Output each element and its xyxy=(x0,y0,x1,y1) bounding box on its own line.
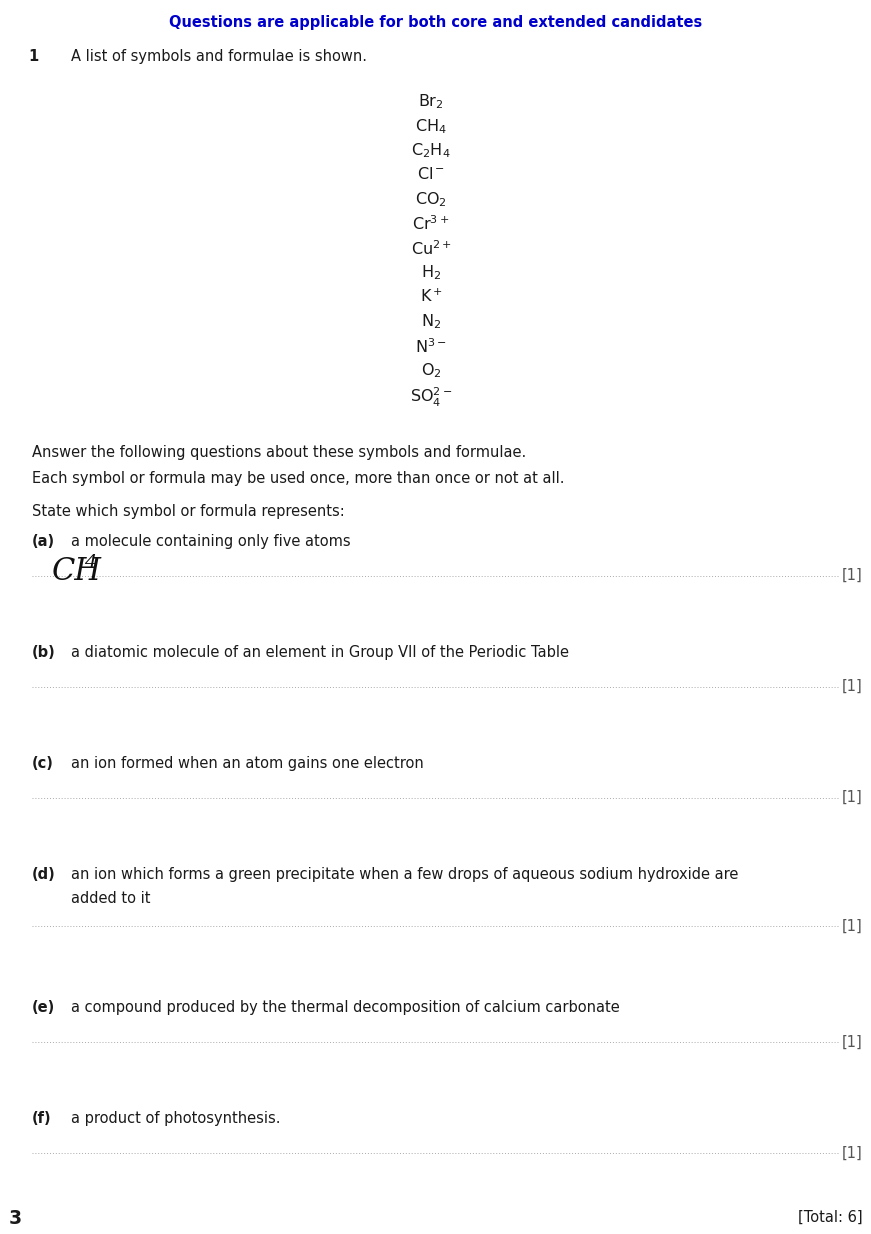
Text: Cu$^{2+}$: Cu$^{2+}$ xyxy=(411,239,451,258)
Text: CH: CH xyxy=(52,557,102,587)
Text: K$^+$: K$^+$ xyxy=(420,288,442,305)
Text: Cr$^{3+}$: Cr$^{3+}$ xyxy=(413,215,449,233)
Text: State which symbol or formula represents:: State which symbol or formula represents… xyxy=(32,503,345,520)
Text: [1]: [1] xyxy=(841,1145,862,1160)
Text: Cl$^-$: Cl$^-$ xyxy=(417,165,445,181)
Text: A list of symbols and formulae is shown.: A list of symbols and formulae is shown. xyxy=(71,49,368,64)
Text: [1]: [1] xyxy=(841,679,862,694)
Text: Questions are applicable for both core and extended candidates: Questions are applicable for both core a… xyxy=(169,15,702,30)
Text: [1]: [1] xyxy=(841,918,862,933)
Text: a product of photosynthesis.: a product of photosynthesis. xyxy=(71,1111,281,1127)
Text: [Total: 6]: [Total: 6] xyxy=(798,1209,862,1224)
Text: a molecule containing only five atoms: a molecule containing only five atoms xyxy=(71,533,351,549)
Text: 1: 1 xyxy=(29,49,39,64)
Text: (a): (a) xyxy=(32,533,56,549)
Text: [1]: [1] xyxy=(841,1034,862,1049)
Text: H$_2$: H$_2$ xyxy=(421,264,442,283)
Text: 3: 3 xyxy=(9,1209,22,1228)
Text: (b): (b) xyxy=(32,644,56,660)
Text: N$^{3-}$: N$^{3-}$ xyxy=(415,337,447,355)
Text: (e): (e) xyxy=(32,1000,56,1016)
Text: Br$_2$: Br$_2$ xyxy=(418,93,444,111)
Text: Answer the following questions about these symbols and formulae.: Answer the following questions about the… xyxy=(32,444,526,460)
Text: an ion formed when an atom gains one electron: an ion formed when an atom gains one ele… xyxy=(71,755,424,771)
Text: SO$_4^{2-}$: SO$_4^{2-}$ xyxy=(410,386,452,408)
Text: a compound produced by the thermal decomposition of calcium carbonate: a compound produced by the thermal decom… xyxy=(71,1000,620,1016)
Text: (f): (f) xyxy=(32,1111,52,1127)
Text: N$_2$: N$_2$ xyxy=(421,312,442,331)
Text: added to it: added to it xyxy=(71,891,151,907)
Text: C$_2$H$_4$: C$_2$H$_4$ xyxy=(411,142,451,160)
Text: O$_2$: O$_2$ xyxy=(421,362,442,380)
Text: (d): (d) xyxy=(32,866,56,882)
Text: Each symbol or formula may be used once, more than once or not at all.: Each symbol or formula may be used once,… xyxy=(32,470,564,486)
Text: CO$_2$: CO$_2$ xyxy=(415,190,447,209)
Text: CH$_4$: CH$_4$ xyxy=(415,117,447,136)
Text: a diatomic molecule of an element in Group VII of the Periodic Table: a diatomic molecule of an element in Gro… xyxy=(71,644,570,660)
Text: (c): (c) xyxy=(32,755,54,771)
Text: [1]: [1] xyxy=(841,790,862,805)
Text: [1]: [1] xyxy=(841,568,862,582)
Text: an ion which forms a green precipitate when a few drops of aqueous sodium hydrox: an ion which forms a green precipitate w… xyxy=(71,866,739,882)
Text: 4: 4 xyxy=(84,554,96,571)
